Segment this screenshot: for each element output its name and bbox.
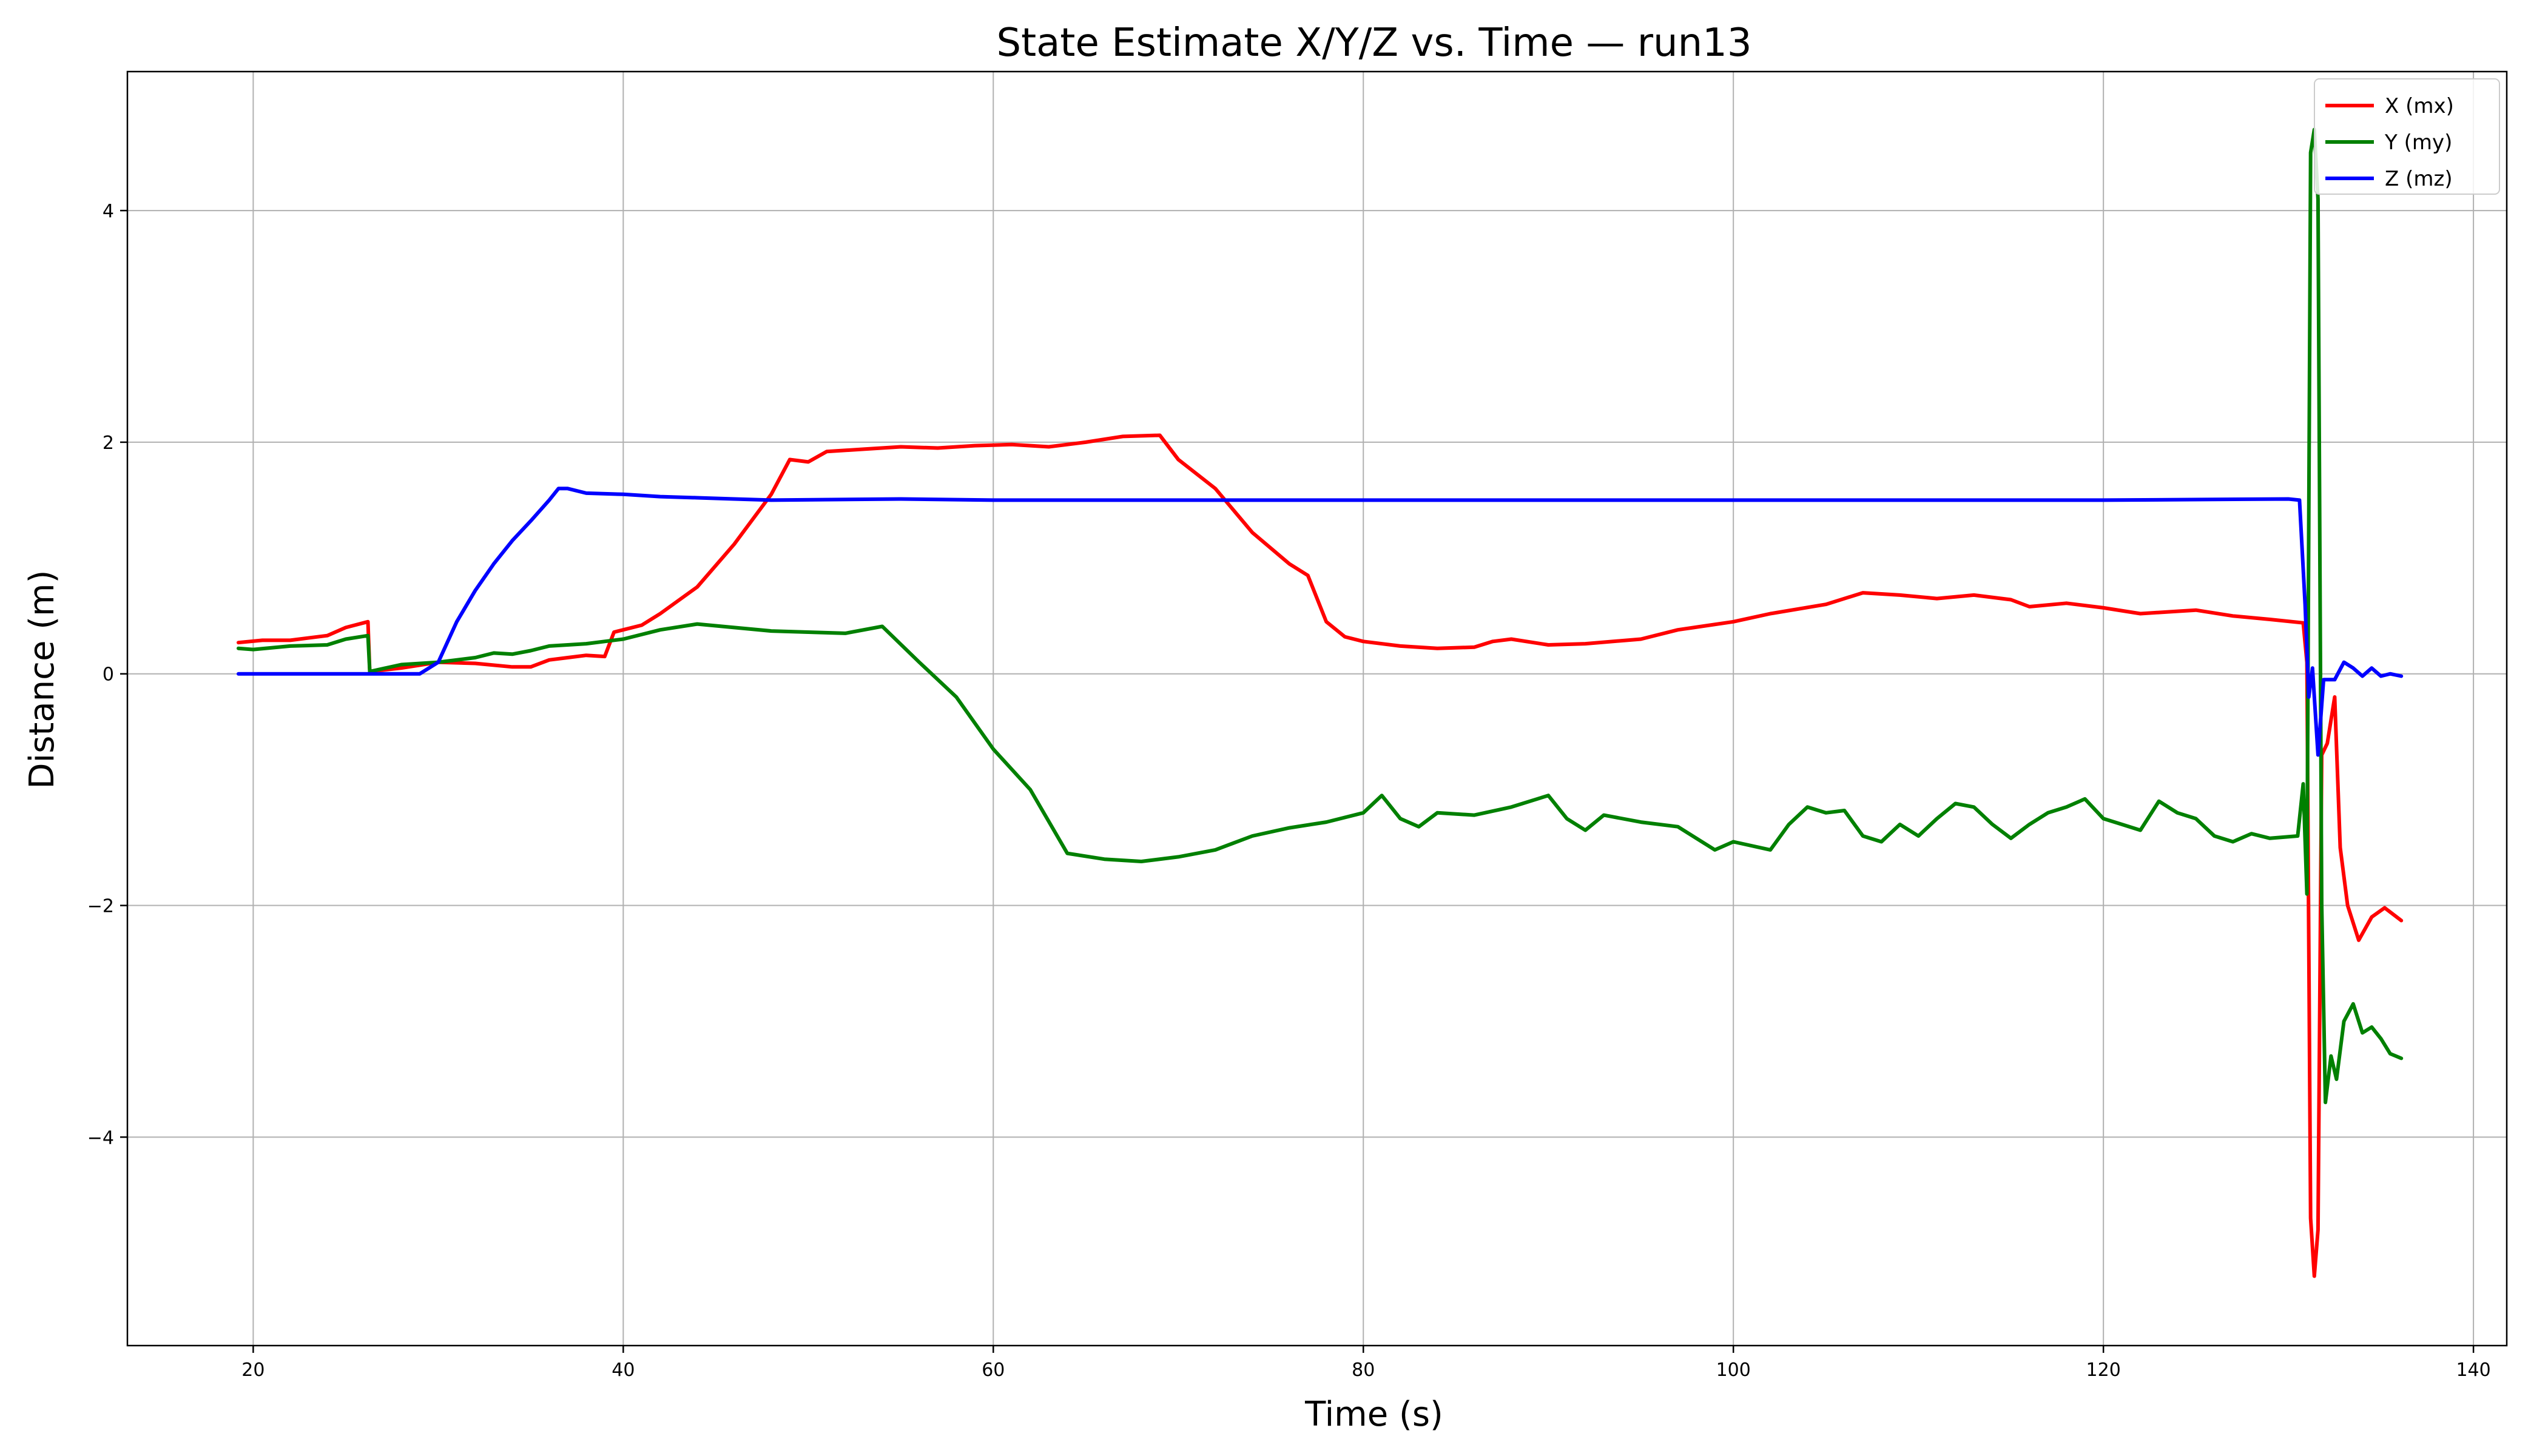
y-axis-label: Distance (m) (22, 570, 62, 789)
x-tick-label: 20 (241, 1360, 265, 1381)
x-tick-label: 40 (612, 1360, 635, 1381)
x-tick-label: 80 (1352, 1360, 1375, 1381)
y-tick-label: 0 (103, 664, 114, 686)
x-axis-label: Time (s) (1304, 1395, 1443, 1434)
plot-frame (126, 70, 2508, 1347)
y-tick-label: 4 (103, 201, 114, 222)
y-tick-label: −4 (87, 1127, 114, 1148)
legend-label: Z (mz) (2385, 167, 2453, 191)
legend: X (mx) Y (my) Z (mz) (2314, 78, 2500, 195)
series-line-y (237, 127, 2404, 1105)
x-axis-ticks: 20 40 60 80 100 120 140 (241, 1346, 2491, 1381)
series-lines (237, 127, 2404, 1278)
x-tick-label: 100 (1716, 1360, 1751, 1381)
y-tick-label: 2 (103, 433, 114, 454)
legend-label: X (mx) (2385, 94, 2454, 118)
chart-title: State Estimate X/Y/Z vs. Time — run13 (996, 21, 1751, 66)
legend-box (2314, 78, 2500, 195)
series-line-z (237, 487, 2404, 757)
series-line-x (237, 433, 2404, 1278)
y-axis-ticks: −4 −2 0 2 4 (87, 201, 127, 1148)
x-tick-label: 140 (2456, 1360, 2490, 1381)
x-tick-label: 120 (2086, 1360, 2121, 1381)
y-tick-label: −2 (87, 896, 114, 917)
grid (127, 72, 2507, 1346)
x-tick-label: 60 (982, 1360, 1005, 1381)
legend-label: Y (my) (2384, 130, 2452, 155)
